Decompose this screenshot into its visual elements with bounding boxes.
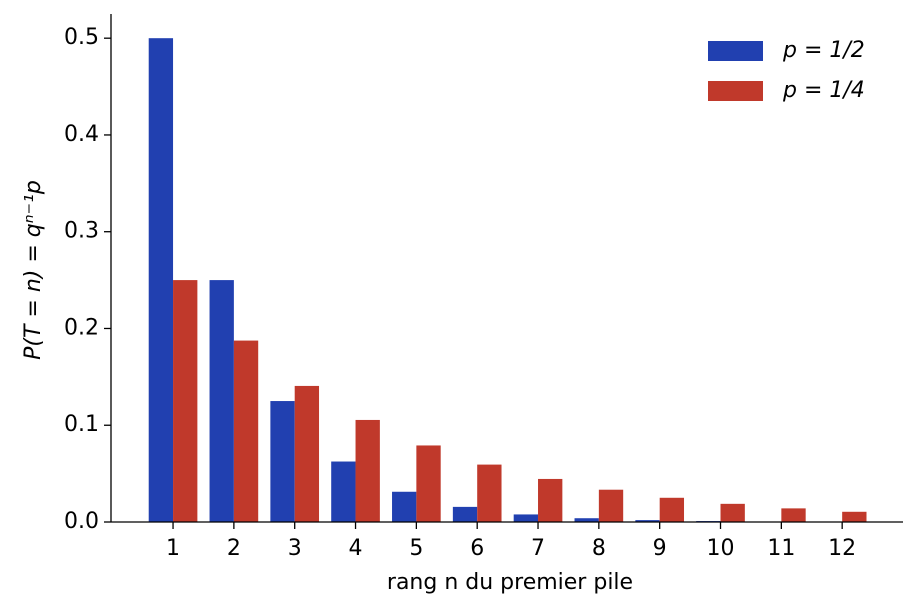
bar xyxy=(148,38,174,522)
x-tick-label: 8 xyxy=(592,536,606,561)
y-tick-label: 0.4 xyxy=(64,122,99,147)
legend-label: p = 1/2 xyxy=(782,38,865,63)
bar xyxy=(416,445,441,522)
x-tick-label: 7 xyxy=(531,536,545,561)
bar xyxy=(173,280,198,522)
y-tick-label: 0.0 xyxy=(64,509,99,534)
bar xyxy=(392,491,417,522)
bar xyxy=(598,489,624,522)
x-tick-label: 4 xyxy=(349,536,363,561)
bar xyxy=(513,514,539,522)
x-tick-label: 3 xyxy=(288,536,302,561)
bar xyxy=(720,503,745,522)
bar xyxy=(209,280,234,522)
x-tick-label: 9 xyxy=(653,536,667,561)
bar xyxy=(294,385,320,522)
x-axis-label: rang n du premier pile xyxy=(387,570,633,595)
bar xyxy=(659,497,685,522)
x-tick-label: 6 xyxy=(470,536,484,561)
bar xyxy=(452,506,478,522)
bar xyxy=(538,478,563,522)
bar xyxy=(331,461,356,522)
y-tick-label: 0.2 xyxy=(64,315,99,340)
x-tick-label: 12 xyxy=(828,536,856,561)
bar xyxy=(355,419,380,522)
legend-label: p = 1/4 xyxy=(782,78,865,103)
x-tick-label: 5 xyxy=(409,536,423,561)
bar xyxy=(477,464,502,522)
bar xyxy=(842,511,867,522)
bar xyxy=(635,520,660,522)
bar xyxy=(233,340,259,522)
x-tick-label: 1 xyxy=(166,536,180,561)
bar xyxy=(574,518,599,522)
x-tick-label: 10 xyxy=(707,536,735,561)
y-tick-label: 0.3 xyxy=(64,219,99,244)
bar xyxy=(781,508,806,522)
x-tick-label: 2 xyxy=(227,536,241,561)
y-tick-label: 0.1 xyxy=(64,412,99,437)
y-tick-label: 0.5 xyxy=(64,25,99,50)
legend-swatch xyxy=(708,41,763,61)
x-tick-label: 11 xyxy=(767,536,795,561)
legend-swatch xyxy=(708,81,763,101)
bar xyxy=(270,401,295,522)
y-axis-label: P(T = n) = qⁿ⁻¹p xyxy=(21,180,46,360)
